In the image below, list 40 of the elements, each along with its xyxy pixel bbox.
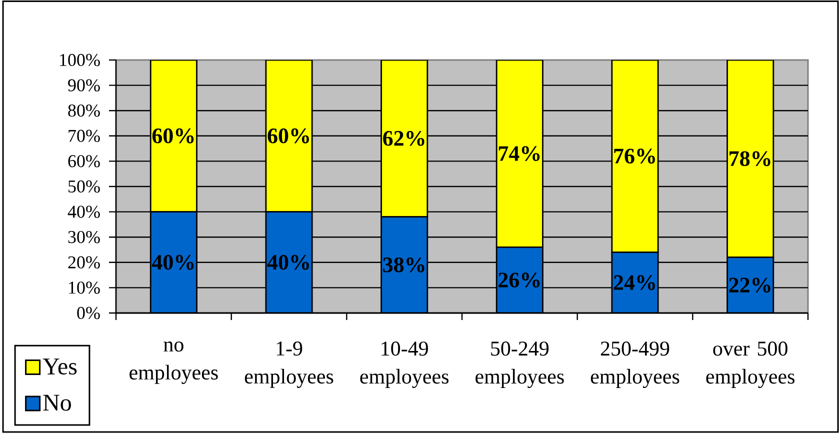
y-tick-label: 50% (68, 180, 100, 193)
x-tick-label: no employees (130, 342, 218, 384)
y-tick-label: 20% (68, 256, 100, 268)
y-tick-label: 90% (68, 79, 100, 92)
x-tick-label: 10-49 employees (360, 342, 448, 388)
legend-label: No (43, 394, 71, 411)
x-tick-label: 250-499 employees (590, 342, 680, 388)
data-label: 62% (383, 130, 424, 146)
bar (150, 60, 198, 212)
data-label: 76% (614, 148, 655, 164)
bar (265, 211, 313, 313)
y-tick-label: 30% (68, 230, 100, 244)
x-tick-label: 1-9 employees (244, 342, 334, 388)
bar (380, 216, 428, 313)
data-label: 78% (730, 151, 770, 166)
data-label: 40% (152, 254, 194, 270)
bar (726, 60, 774, 258)
y-tick-label: 100% (60, 54, 100, 66)
data-label: 74% (498, 146, 540, 162)
data-label: 24% (614, 275, 655, 290)
legend-label: Yes (42, 358, 77, 375)
data-label: 40% (267, 254, 309, 270)
y-tick-label: 40% (68, 206, 100, 218)
bar (265, 60, 313, 212)
y-tick-label: 60% (68, 155, 100, 168)
data-label: 60% (152, 128, 194, 144)
x-tick-label: over 500 employees (706, 342, 794, 388)
x-tick-label: 50-249 employees (476, 342, 564, 388)
y-tick-label: 80% (68, 104, 100, 117)
y-tick-label: 0% (77, 306, 100, 320)
data-label: 60% (268, 128, 309, 144)
y-tick-label: 10% (69, 282, 100, 294)
bar (150, 211, 198, 313)
data-label: 38% (383, 257, 424, 272)
data-label: 26% (498, 272, 540, 288)
bar (496, 60, 544, 248)
y-tick-label: 70% (68, 130, 100, 142)
bar (611, 60, 659, 253)
data-label: 22% (729, 278, 770, 293)
bar (380, 60, 428, 218)
